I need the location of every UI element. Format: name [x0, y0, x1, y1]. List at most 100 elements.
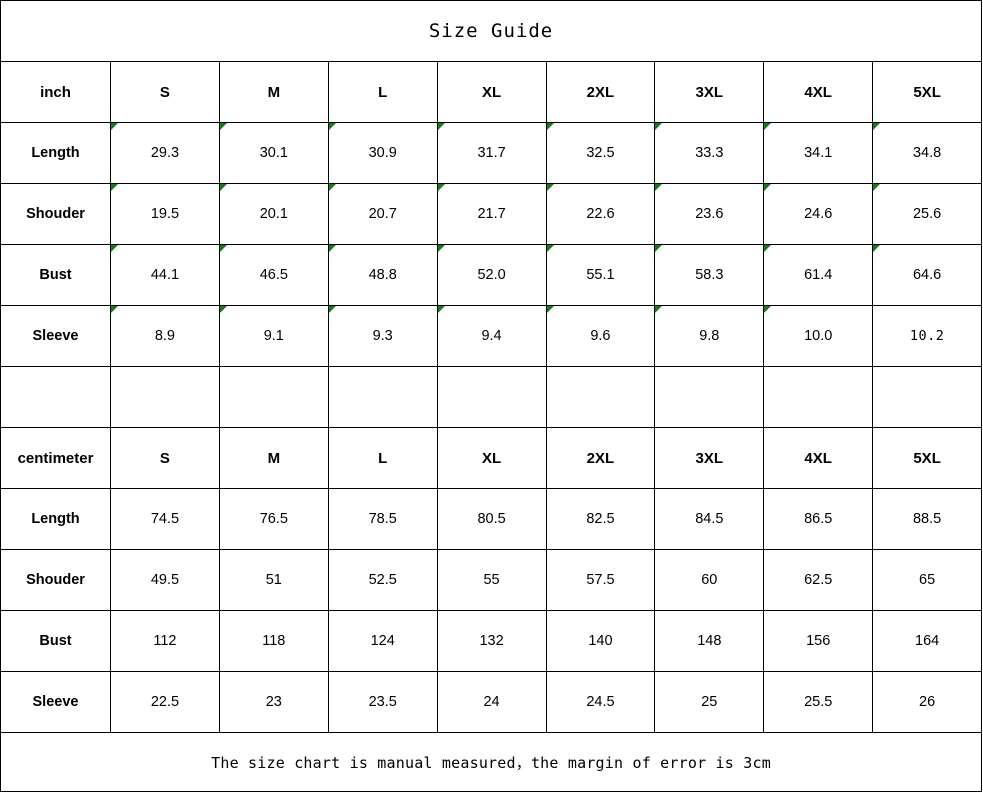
cell-cm-bust-4xl: 156: [763, 610, 874, 672]
cell-inch-bust-2xl: 55.1: [545, 244, 656, 306]
cell-cm-shouder-s: 49.5: [110, 549, 220, 611]
size-header-s: S: [110, 61, 220, 123]
cell-inch-bust-3xl: 58.3: [654, 244, 765, 306]
table-row: Length 29.3 30.1 30.9 31.7 32.5 33.3 34.…: [0, 122, 983, 184]
cell-inch-sleeve-4xl: 10.0: [763, 305, 874, 367]
unit-label-inch: inch: [0, 61, 111, 123]
cell-cm-sleeve-xl: 24: [436, 671, 547, 733]
cell-inch-bust-l: 48.8: [327, 244, 438, 306]
row-label-inch-bust: Bust: [0, 244, 111, 306]
cell-inch-shouder-3xl: 23.6: [654, 183, 765, 245]
size-header-cm-m: M: [218, 427, 329, 489]
cell-inch-length-2xl: 32.5: [545, 122, 656, 184]
cell-cm-sleeve-5xl: 26: [872, 671, 983, 733]
cell-cm-bust-5xl: 164: [872, 610, 983, 672]
cell-inch-length-4xl: 34.1: [763, 122, 874, 184]
size-header-l: L: [327, 61, 438, 123]
cell-inch-sleeve-2xl: 9.6: [545, 305, 656, 367]
cell-inch-shouder-xl: 21.7: [436, 183, 547, 245]
cell-inch-length-3xl: 33.3: [654, 122, 765, 184]
table-row: Shouder 19.5 20.1 20.7 21.7 22.6 23.6 24…: [0, 183, 983, 245]
spacer-cell-label: [0, 366, 111, 428]
cell-cm-bust-s: 112: [110, 610, 220, 672]
cell-cm-shouder-2xl: 57.5: [545, 549, 656, 611]
size-header-cm-xl: XL: [436, 427, 547, 489]
cell-inch-sleeve-xl: 9.4: [436, 305, 547, 367]
spacer-cell-5xl: [872, 366, 983, 428]
cell-inch-length-xl: 31.7: [436, 122, 547, 184]
cell-cm-sleeve-4xl: 25.5: [763, 671, 874, 733]
cell-inch-shouder-s: 19.5: [110, 183, 220, 245]
size-header-4xl: 4XL: [763, 61, 874, 123]
cell-cm-bust-3xl: 148: [654, 610, 765, 672]
cell-inch-sleeve-s: 8.9: [110, 305, 220, 367]
cell-cm-sleeve-s: 22.5: [110, 671, 220, 733]
cell-inch-sleeve-l: 9.3: [327, 305, 438, 367]
size-header-xl: XL: [436, 61, 547, 123]
inch-header-row: inch S M L XL 2XL 3XL 4XL 5XL: [0, 61, 983, 123]
cell-cm-shouder-3xl: 60: [654, 549, 765, 611]
spacer-row: [0, 366, 983, 428]
table-row: Bust 112 118 124 132 140 148 156 164: [0, 610, 983, 672]
cell-inch-shouder-5xl: 25.6: [872, 183, 983, 245]
size-header-cm-s: S: [110, 427, 220, 489]
cell-inch-bust-s: 44.1: [110, 244, 220, 306]
cell-cm-sleeve-2xl: 24.5: [545, 671, 656, 733]
page-title: Size Guide: [0, 0, 983, 62]
size-header-m: M: [218, 61, 329, 123]
cell-inch-bust-xl: 52.0: [436, 244, 547, 306]
cell-inch-length-m: 30.1: [218, 122, 329, 184]
unit-label-centimeter: centimeter: [0, 427, 111, 489]
size-header-cm-5xl: 5XL: [872, 427, 983, 489]
cell-cm-shouder-4xl: 62.5: [763, 549, 874, 611]
cell-cm-length-4xl: 86.5: [763, 488, 874, 550]
spacer-cell-m: [218, 366, 329, 428]
table-row: Sleeve 22.5 23 23.5 24 24.5 25 25.5 26: [0, 671, 983, 733]
cell-cm-length-s: 74.5: [110, 488, 220, 550]
measurement-disclaimer: The size chart is manual measured，the ma…: [0, 732, 983, 792]
size-header-3xl: 3XL: [654, 61, 765, 123]
cell-cm-length-xl: 80.5: [436, 488, 547, 550]
cell-cm-sleeve-m: 23: [218, 671, 329, 733]
cell-inch-length-s: 29.3: [110, 122, 220, 184]
row-label-cm-sleeve: Sleeve: [0, 671, 111, 733]
spacer-cell-l: [327, 366, 438, 428]
size-header-cm-l: L: [327, 427, 438, 489]
size-header-cm-3xl: 3XL: [654, 427, 765, 489]
size-header-2xl: 2XL: [545, 61, 656, 123]
cell-cm-bust-2xl: 140: [545, 610, 656, 672]
table-row: Bust 44.1 46.5 48.8 52.0 55.1 58.3 61.4 …: [0, 244, 983, 306]
cell-inch-bust-m: 46.5: [218, 244, 329, 306]
row-label-inch-length: Length: [0, 122, 111, 184]
cell-inch-sleeve-m: 9.1: [218, 305, 329, 367]
cell-cm-sleeve-l: 23.5: [327, 671, 438, 733]
cell-inch-shouder-4xl: 24.6: [763, 183, 874, 245]
cell-cm-sleeve-3xl: 25: [654, 671, 765, 733]
cell-cm-shouder-m: 51: [218, 549, 329, 611]
cell-cm-length-2xl: 82.5: [545, 488, 656, 550]
cell-cm-shouder-l: 52.5: [327, 549, 438, 611]
spacer-cell-4xl: [763, 366, 874, 428]
size-header-cm-4xl: 4XL: [763, 427, 874, 489]
row-label-cm-shouder: Shouder: [0, 549, 111, 611]
size-header-cm-2xl: 2XL: [545, 427, 656, 489]
cell-cm-bust-xl: 132: [436, 610, 547, 672]
cell-inch-shouder-l: 20.7: [327, 183, 438, 245]
row-label-inch-shouder: Shouder: [0, 183, 111, 245]
row-label-inch-sleeve: Sleeve: [0, 305, 111, 367]
cell-inch-bust-4xl: 61.4: [763, 244, 874, 306]
cell-cm-length-3xl: 84.5: [654, 488, 765, 550]
cell-inch-shouder-2xl: 22.6: [545, 183, 656, 245]
cell-inch-length-l: 30.9: [327, 122, 438, 184]
footer-row: The size chart is manual measured，the ma…: [0, 732, 983, 792]
cell-inch-shouder-m: 20.1: [218, 183, 329, 245]
cell-cm-length-m: 76.5: [218, 488, 329, 550]
cell-inch-sleeve-5xl: 10.2: [872, 305, 983, 367]
row-label-cm-length: Length: [0, 488, 111, 550]
cell-cm-bust-m: 118: [218, 610, 329, 672]
cell-cm-shouder-xl: 55: [436, 549, 547, 611]
spacer-cell-s: [110, 366, 220, 428]
table-row: Shouder 49.5 51 52.5 55 57.5 60 62.5 65: [0, 549, 983, 611]
